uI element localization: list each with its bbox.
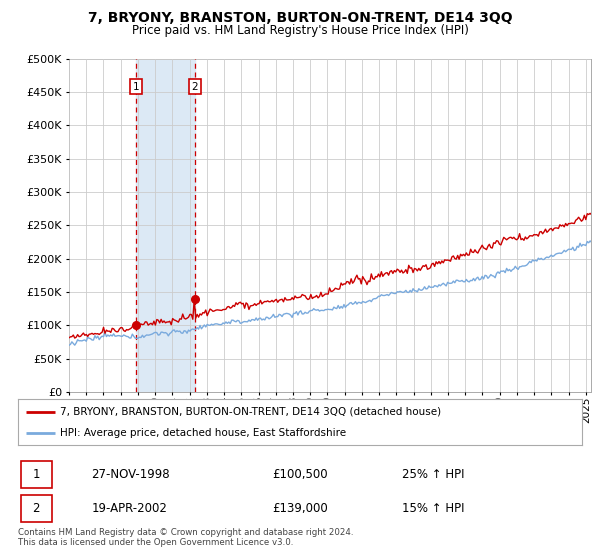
Text: 19-APR-2002: 19-APR-2002: [91, 502, 167, 515]
Bar: [136, 59, 195, 392]
Text: HPI: Average price, detached house, East Staffordshire: HPI: Average price, detached house, East…: [60, 428, 346, 438]
Text: 15% ↑ HPI: 15% ↑ HPI: [401, 502, 464, 515]
Text: Price paid vs. HM Land Registry's House Price Index (HPI): Price paid vs. HM Land Registry's House …: [131, 24, 469, 37]
Text: 1: 1: [133, 82, 140, 92]
Text: 7, BRYONY, BRANSTON, BURTON-ON-TRENT, DE14 3QQ: 7, BRYONY, BRANSTON, BURTON-ON-TRENT, DE…: [88, 11, 512, 25]
Text: 7, BRYONY, BRANSTON, BURTON-ON-TRENT, DE14 3QQ (detached house): 7, BRYONY, BRANSTON, BURTON-ON-TRENT, DE…: [60, 407, 442, 417]
Text: 25% ↑ HPI: 25% ↑ HPI: [401, 468, 464, 481]
Text: 27-NOV-1998: 27-NOV-1998: [91, 468, 170, 481]
FancyBboxPatch shape: [21, 495, 52, 522]
Text: £139,000: £139,000: [272, 502, 328, 515]
Text: Contains HM Land Registry data © Crown copyright and database right 2024.
This d: Contains HM Land Registry data © Crown c…: [18, 528, 353, 547]
Text: £100,500: £100,500: [272, 468, 328, 481]
FancyBboxPatch shape: [21, 461, 52, 488]
Text: 1: 1: [32, 468, 40, 481]
Text: 2: 2: [32, 502, 40, 515]
Text: 2: 2: [191, 82, 198, 92]
